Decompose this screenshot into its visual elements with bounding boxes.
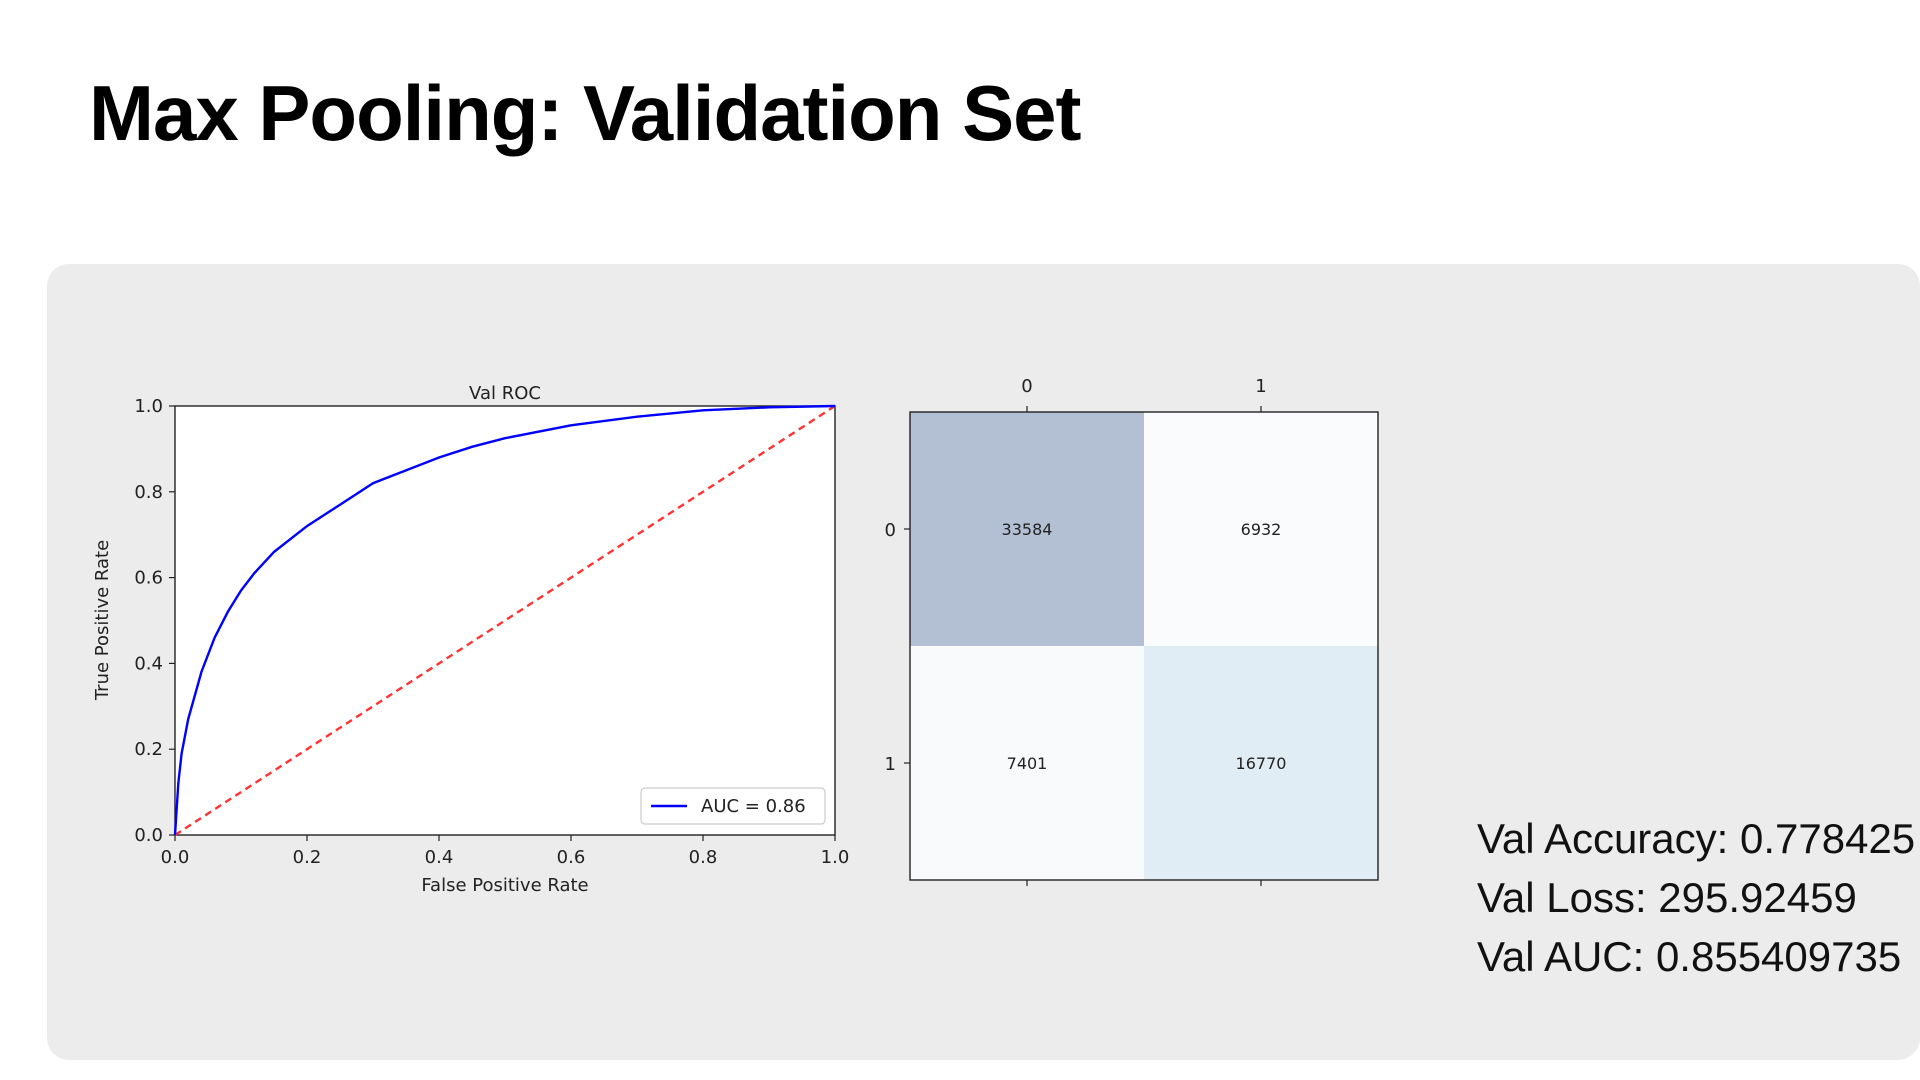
roc-x-tick-label: 0.4	[425, 847, 454, 868]
content-panel: Val ROC False Positive Rate True Positiv…	[47, 264, 1920, 1060]
matrix-cell-value: 6932	[1241, 520, 1282, 539]
matrix-cell	[910, 646, 1144, 880]
matrix-cell	[1144, 412, 1378, 646]
roc-x-tick-label: 0.0	[161, 847, 190, 868]
charts-canvas: Val ROC False Positive Rate True Positiv…	[92, 376, 1379, 896]
roc-y-tick-label: 0.2	[134, 739, 163, 760]
matrix-cell-value: 33584	[1002, 520, 1053, 539]
matrix-cell-value: 7401	[1007, 754, 1048, 773]
roc-plot-area	[174, 405, 836, 836]
roc-x-tick-label: 1.0	[821, 847, 850, 868]
roc-y-tick-label: 0.8	[134, 482, 163, 503]
val-accuracy-text: Val Accuracy: 0.778425	[1477, 815, 1916, 862]
roc-x-tick-label: 0.8	[689, 847, 718, 868]
roc-x-tick-label: 0.2	[293, 847, 322, 868]
roc-y-tick-label: 1.0	[134, 396, 163, 417]
roc-chart: Val ROC False Positive Rate True Positiv…	[92, 383, 849, 896]
roc-legend: AUC = 0.86	[640, 787, 826, 825]
matrix-cell	[910, 412, 1144, 646]
matrix-cell-value: 16770	[1236, 754, 1287, 773]
metrics-block: Val Accuracy: 0.778425 Val Loss: 295.924…	[1477, 809, 1915, 986]
matrix-cell	[1144, 646, 1378, 880]
roc-title: Val ROC	[469, 383, 541, 404]
roc-ticks: 0.0 0.2 0.4 0.6 0.8 1.0 0.0 0.2 0.4 0.6 0.8 1.0	[134, 396, 849, 868]
val-auc-text: Val AUC: 0.855409735	[1477, 933, 1902, 980]
legend-label: AUC = 0.86	[701, 796, 806, 817]
confusion-matrix-ticks: 0 1 0 1	[885, 376, 1267, 886]
confusion-matrix: 33584 6932 7401 16770 0 1 0 1	[885, 376, 1379, 886]
roc-curve-line	[173, 404, 836, 836]
roc-y-tick-label: 0.6	[134, 568, 163, 589]
legend-box	[640, 787, 826, 825]
roc-y-tick-label: 0.0	[134, 825, 163, 846]
cm-column-label: 0	[1021, 376, 1032, 397]
cm-row-label: 1	[885, 754, 896, 775]
roc-y-axis-label: True Positive Rate	[92, 540, 113, 701]
slide-title: Max Pooling: Validation Set	[89, 69, 1081, 157]
confusion-matrix-frame	[909, 411, 1379, 881]
roc-y-tick-label: 0.4	[134, 653, 163, 674]
roc-x-axis-label: False Positive Rate	[421, 875, 588, 896]
confusion-matrix-cells: 33584 6932 7401 16770	[910, 412, 1378, 880]
roc-x-tick-label: 0.6	[557, 847, 586, 868]
cm-row-label: 0	[885, 520, 896, 541]
cm-column-label: 1	[1255, 376, 1266, 397]
val-loss-text: Val Loss: 295.92459	[1477, 874, 1857, 921]
